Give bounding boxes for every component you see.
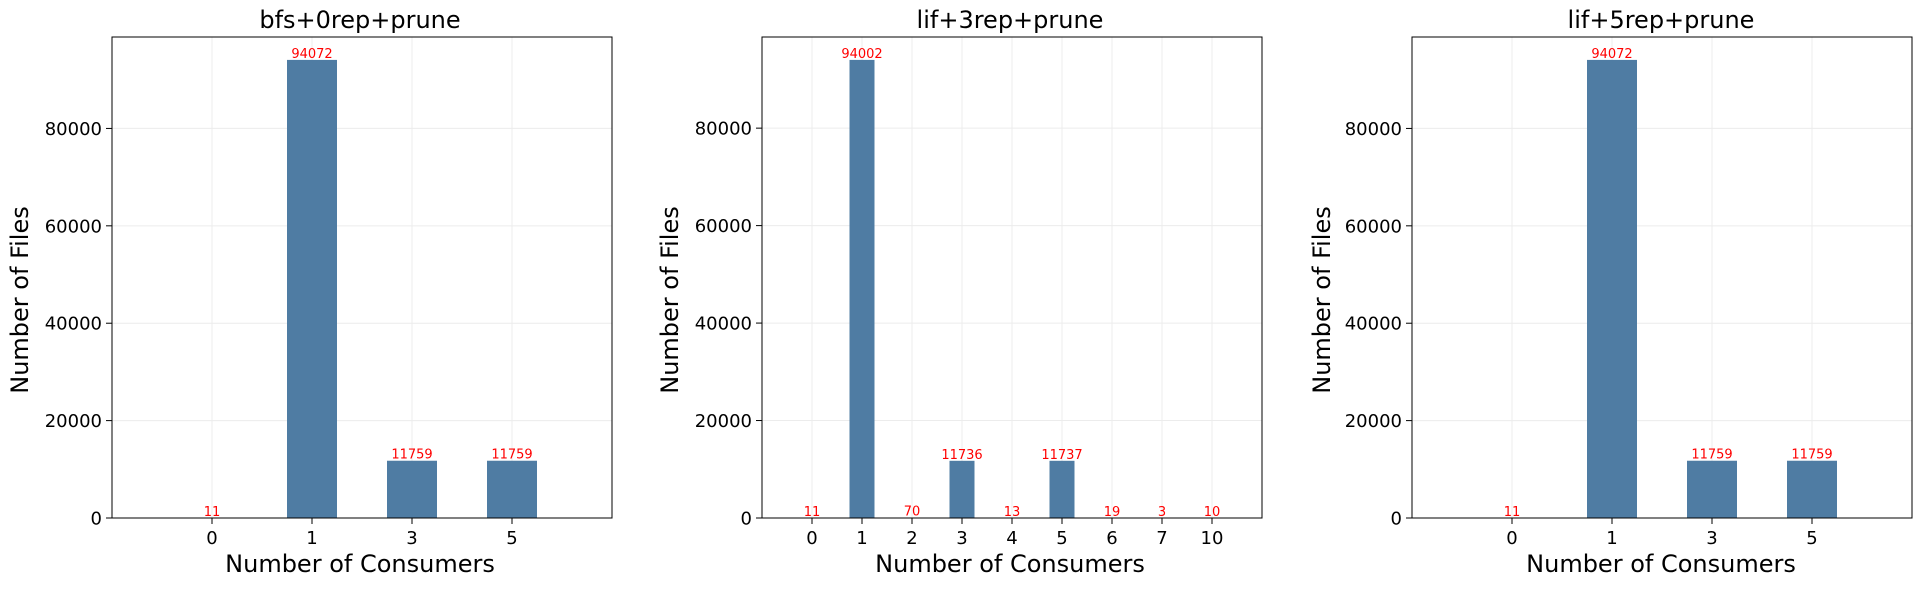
subplot-1-bar (287, 60, 337, 518)
subplot-1-bar-value-label: 94072 (291, 47, 332, 62)
subplot-3-bar-value-label: 11759 (1691, 448, 1732, 463)
subplot-2-title: lif+3rep+prune (917, 6, 1104, 34)
subplot-2-bar (1050, 461, 1075, 518)
subplot-3-ytick-label: 0 (1391, 509, 1402, 530)
subplot-1-ytick-label: 80000 (45, 119, 102, 140)
subplot-1-xlabel: Number of Consumers (225, 550, 495, 578)
subplot-1-ytick-label: 0 (91, 509, 102, 530)
subplot-2-bar-value-label: 11736 (941, 448, 982, 463)
subplot-2-xtick-label: 10 (1201, 528, 1224, 549)
subplot-3-xtick-label: 1 (1606, 528, 1617, 549)
subplot-3-title: lif+5rep+prune (1568, 6, 1755, 34)
subplot-2-xtick-label: 7 (1156, 528, 1167, 549)
subplot-3-xtick-label: 3 (1706, 528, 1717, 549)
subplot-1-xtick-label: 5 (506, 528, 517, 549)
subplot-2-xtick-label: 5 (1056, 528, 1067, 549)
subplot-2-xtick-label: 4 (1006, 528, 1017, 549)
subplot-2-xtick-label: 1 (856, 528, 867, 549)
subplot-3-ytick-label: 40000 (1345, 314, 1402, 335)
subplot-3-ytick-label: 20000 (1345, 411, 1402, 432)
subplot-3-ytick-label: 80000 (1345, 119, 1402, 140)
subplot-2-ytick-label: 0 (741, 509, 752, 530)
subplot-2-bar-value-label: 11737 (1041, 448, 1082, 463)
subplot-3-bar (1787, 461, 1837, 518)
subplot-3-xtick-label: 5 (1806, 528, 1817, 549)
subplot-1-ytick-label: 60000 (45, 216, 102, 237)
subplot-3-bar (1687, 461, 1737, 518)
subplot-1-xtick-label: 0 (206, 528, 217, 549)
subplot-2-bar-value-label: 94002 (841, 47, 882, 62)
subplot-3-xtick-label: 0 (1506, 528, 1517, 549)
subplot-3-xlabel: Number of Consumers (1526, 550, 1796, 578)
subplot-3-ylabel: Number of Files (1308, 206, 1336, 393)
subplot-3-ytick-label: 60000 (1345, 216, 1402, 237)
subplot-1-ytick-label: 20000 (45, 411, 102, 432)
subplot-3-bar (1587, 60, 1637, 518)
subplot-2-ytick-label: 60000 (695, 216, 752, 237)
subplot-2-ytick-label: 20000 (695, 411, 752, 432)
subplot-1-ylabel: Number of Files (6, 206, 34, 393)
subplot-1-bar-value-label: 11759 (491, 448, 532, 463)
subplot-1-bar (487, 461, 537, 518)
subplot-2-ytick-label: 40000 (695, 314, 752, 335)
subplot-1-xtick-label: 1 (306, 528, 317, 549)
subplot-2-xtick-label: 0 (806, 528, 817, 549)
subplot-2-bar (950, 461, 975, 518)
subplot-1-xtick-label: 3 (406, 528, 417, 549)
subplot-1-bar-value-label: 11759 (391, 448, 432, 463)
subplot-1-ytick-label: 40000 (45, 314, 102, 335)
subplot-2-bar-value-label: 70 (904, 505, 921, 520)
subplot-2-bar (850, 60, 875, 518)
subplot-3-bar-value-label: 94072 (1591, 47, 1632, 62)
subplot-3-bar-value-label: 11759 (1791, 448, 1832, 463)
subplot-1-title: bfs+0rep+prune (259, 6, 460, 34)
subplot-2-xtick-label: 3 (956, 528, 967, 549)
subplot-2-xtick-label: 2 (906, 528, 917, 549)
subplot-2-ytick-label: 80000 (695, 119, 752, 140)
subplot-1-bar (387, 461, 437, 518)
subplot-2-xlabel: Number of Consumers (875, 550, 1145, 578)
subplot-2-xtick-label: 6 (1106, 528, 1117, 549)
subplot-2-ylabel: Number of Files (656, 206, 684, 393)
